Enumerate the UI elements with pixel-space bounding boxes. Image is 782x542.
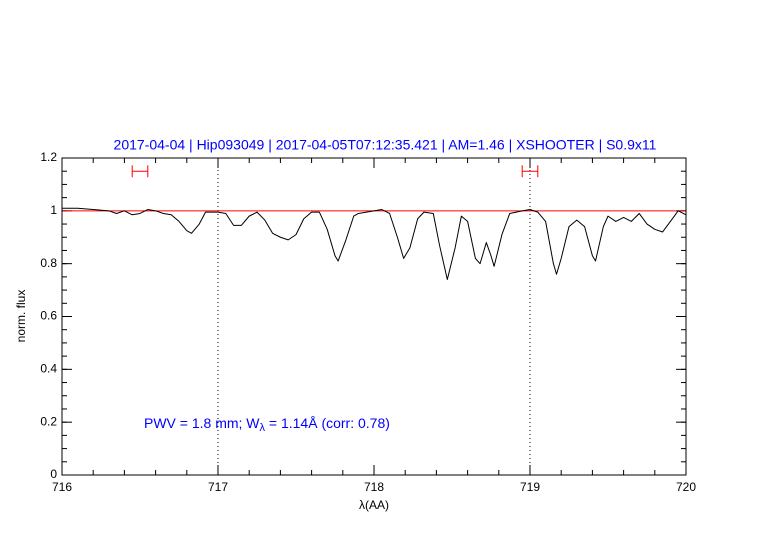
x-axis-label: λ(AA) — [359, 498, 389, 512]
annotation: PWV = 1.8 mm; Wλ = 1.14Å (corr: 0.78) — [144, 415, 390, 434]
annotation-part: PWV = 1.8 mm; W — [144, 415, 260, 431]
range-marker — [131, 165, 149, 178]
range-marker — [521, 165, 539, 178]
y-tick-label: 0 — [50, 467, 57, 481]
y-tick-label: 1 — [50, 203, 57, 217]
x-tick-label: 719 — [520, 480, 540, 494]
y-tick-label: 1.2 — [40, 150, 57, 164]
annotation-subscript: λ — [260, 422, 266, 434]
y-tick-label: 0.2 — [40, 414, 57, 428]
y-tick-label: 0.6 — [40, 309, 57, 323]
x-tick-label: 720 — [676, 480, 696, 494]
x-tick-label: 718 — [364, 480, 384, 494]
x-tick-label: 717 — [208, 480, 228, 494]
annotation-part: = 1.14Å (corr: 0.78) — [265, 415, 390, 431]
chart-title: 2017-04-04 | Hip093049 | 2017-04-05T07:1… — [114, 137, 657, 153]
y-tick-label: 0.4 — [40, 362, 57, 376]
y-tick-label: 0.8 — [40, 256, 57, 270]
plot-frame — [61, 157, 687, 476]
y-axis-label: norm. flux — [14, 290, 28, 343]
x-tick-label: 716 — [52, 480, 72, 494]
spectrum-line — [62, 207, 687, 281]
